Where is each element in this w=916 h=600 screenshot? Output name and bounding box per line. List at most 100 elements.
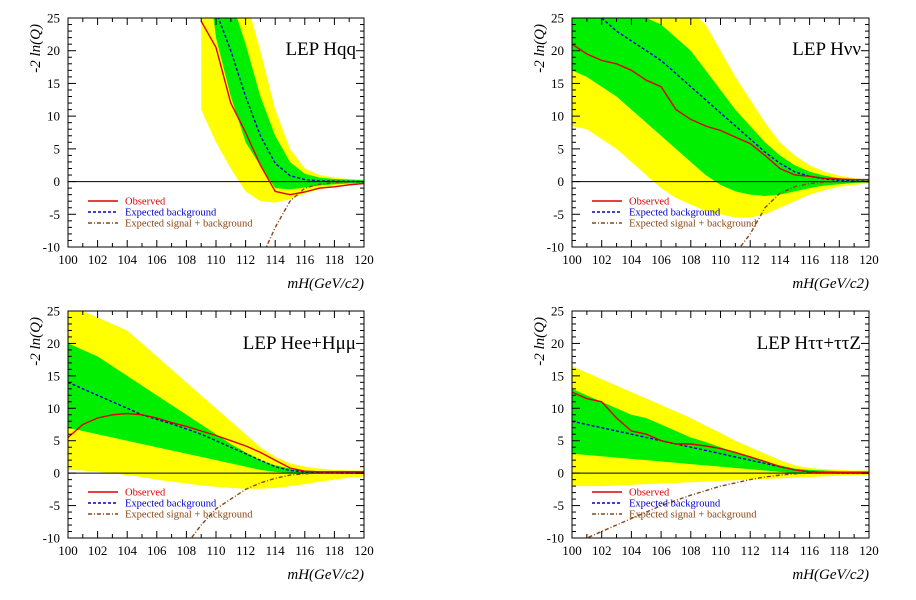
x-tick-label: 120 [859,543,879,558]
y-tick-label: 20 [47,43,60,58]
legend-label: Observed [629,488,670,499]
legend-label: Expected signal + background [125,510,253,521]
x-tick-label: 112 [741,543,760,558]
y-tick-label: 10 [47,109,60,124]
x-tick-label: 120 [354,543,374,558]
chart-panel-2: 100 102 104 106 108 110 112 114 116 118 120 -10 -5 0 5… [532,11,879,293]
x-axis-label: mH(GeV/c2) [792,276,869,292]
y-tick-label: -5 [49,498,60,513]
y-tick-label: 25 [47,11,60,26]
chart-panel-4: 100 102 104 106 108 110 112 114 116 118 120 -10 -5 0 5… [532,304,879,584]
y-tick-label: 0 [54,174,61,189]
signal-background-line [739,180,869,247]
y-tick-label: 20 [47,336,60,351]
y-tick-label: 20 [551,43,564,58]
y-tick-label: 15 [551,368,564,383]
x-tick-label: 104 [622,252,642,267]
observed-line [572,43,869,181]
x-tick-label: 100 [58,543,78,558]
x-tick-label: 106 [651,543,671,558]
y-axis-label: -2 ln(Q) [532,24,548,73]
legend-label: Observed [125,488,166,499]
observed-line [200,20,364,196]
x-tick-label: 104 [117,543,137,558]
y-tick-label: -5 [553,498,564,513]
band-1sigma [572,388,869,474]
x-tick-label: 116 [800,543,820,558]
legend-label: Expected background [629,208,721,219]
x-tick-label: 102 [592,543,612,558]
band-1sigma [68,343,364,474]
x-tick-label: 118 [830,543,849,558]
x-tick-label: 102 [88,252,108,267]
y-tick-label: 10 [551,109,564,124]
signal-background-line [585,472,869,538]
legend-label: Expected signal + background [125,219,253,230]
y-tick-label: 25 [551,11,564,26]
x-tick-label: 102 [88,543,108,558]
x-tick-label: 106 [651,252,671,267]
y-tick-label: -10 [547,240,564,255]
x-axis-label: mH(GeV/c2) [287,567,364,583]
x-tick-label: 100 [562,543,582,558]
y-tick-label: -10 [43,531,60,546]
y-tick-label: 0 [558,174,565,189]
legend-label: Expected background [125,208,217,219]
y-tick-label: -5 [49,207,60,222]
x-tick-label: 116 [800,252,820,267]
x-tick-label: 108 [681,543,701,558]
y-tick-label: 5 [558,433,565,448]
legend-label: Expected background [125,499,217,510]
y-axis-label: -2 ln(Q) [532,317,548,366]
signal-background-line [265,180,364,247]
y-tick-label: 5 [54,141,61,156]
y-axis-label: -2 ln(Q) [28,317,44,366]
y-tick-label: 5 [54,433,61,448]
x-tick-label: 100 [562,252,582,267]
x-tick-label: 118 [830,252,849,267]
x-tick-label: 114 [770,252,790,267]
x-tick-label: 110 [711,252,730,267]
x-tick-label: 114 [266,543,286,558]
x-tick-label: 116 [295,543,315,558]
legend-label: Observed [629,197,670,208]
x-tick-label: 112 [236,252,255,267]
y-tick-label: -10 [43,240,60,255]
x-tick-label: 114 [770,543,790,558]
y-tick-label: 20 [551,336,564,351]
y-tick-label: 5 [558,141,565,156]
x-tick-label: 112 [741,252,760,267]
band-1sigma [572,18,869,196]
y-tick-label: 25 [551,304,564,319]
panel-title: LEP Hττ+ττZ [757,333,861,354]
y-tick-label: 15 [47,76,60,91]
panel-title: LEP Hee+Hμμ [243,333,356,354]
legend-label: Expected signal + background [629,510,757,521]
band-2sigma [68,311,364,489]
x-tick-label: 102 [592,252,612,267]
background-line [601,18,869,183]
y-axis-label: -2 ln(Q) [28,24,44,73]
y-tick-label: -5 [553,207,564,222]
y-tick-label: -10 [547,531,564,546]
y-tick-label: 15 [47,368,60,383]
legend-label: Observed [125,197,166,208]
x-tick-label: 108 [177,252,197,267]
x-tick-label: 110 [711,543,730,558]
y-tick-label: 0 [558,466,565,481]
x-tick-label: 110 [206,543,225,558]
x-tick-label: 106 [147,252,167,267]
y-tick-label: 10 [551,401,564,416]
band-1sigma [213,18,364,190]
x-tick-label: 104 [622,543,642,558]
x-tick-label: 110 [206,252,225,267]
x-tick-label: 112 [236,543,255,558]
panel-title: LEP Hνν [792,39,861,60]
background-line [217,18,364,183]
y-tick-label: 0 [54,466,61,481]
x-tick-label: 120 [859,252,879,267]
